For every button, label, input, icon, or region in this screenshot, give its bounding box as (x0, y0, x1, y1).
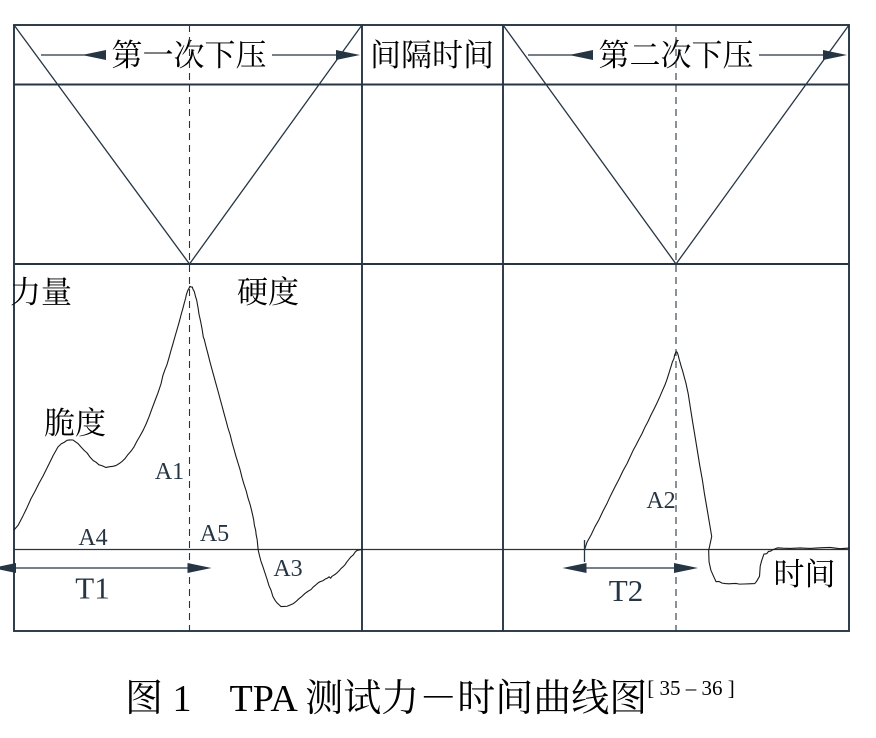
svg-text:A4: A4 (78, 525, 107, 551)
svg-text:硬度: 硬度 (237, 275, 299, 310)
svg-text:图 1 TPA 测试力－时间曲线图[ 35 – 36 ]: 图 1 TPA 测试力－时间曲线图[ 35 – 36 ] (125, 676, 735, 720)
svg-text:时间: 时间 (774, 557, 836, 592)
svg-text:力量: 力量 (10, 275, 72, 310)
svg-text:T1: T1 (75, 571, 109, 606)
svg-text:A3: A3 (273, 556, 302, 582)
svg-text:T2: T2 (609, 573, 643, 608)
svg-text:A2: A2 (646, 488, 675, 514)
svg-text:A5: A5 (200, 521, 229, 547)
svg-text:脆度: 脆度 (44, 406, 106, 441)
svg-text:间隔时间: 间隔时间 (370, 38, 494, 73)
svg-text:A1: A1 (155, 459, 184, 485)
